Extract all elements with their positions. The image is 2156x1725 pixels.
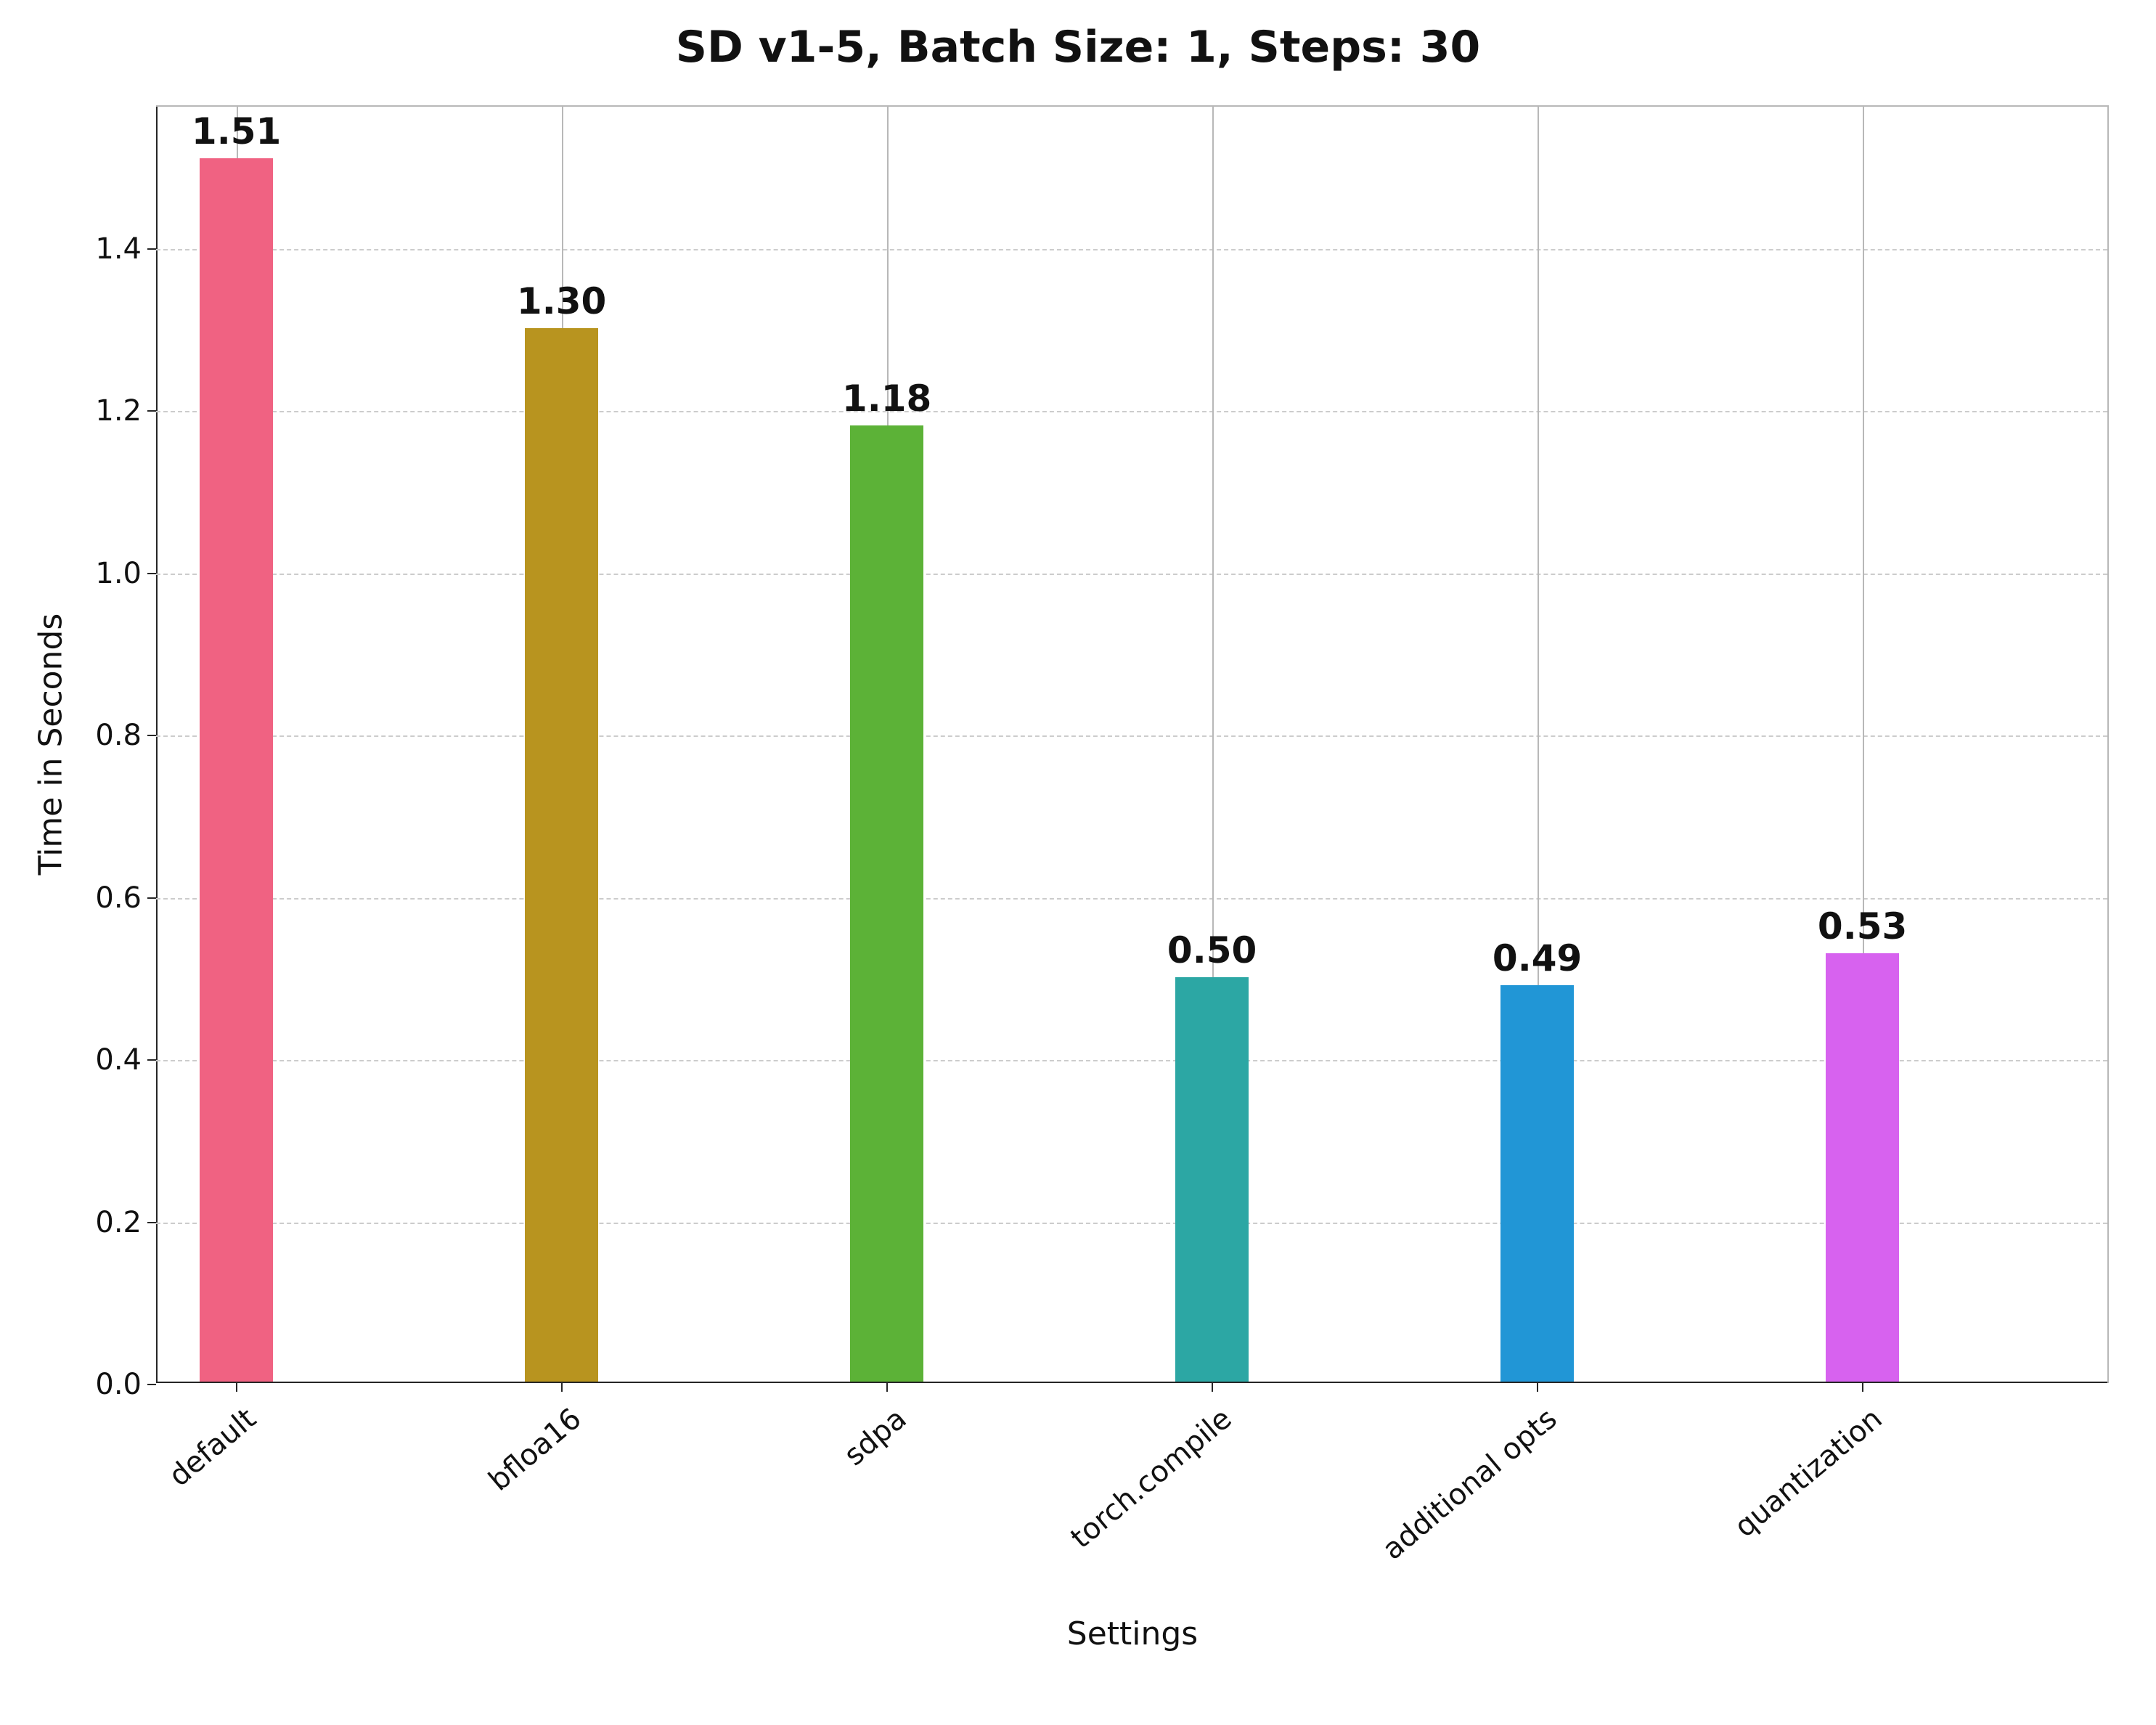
ytick-mark — [147, 897, 156, 899]
y-axis-label: Time in Seconds — [33, 613, 70, 876]
bar — [850, 425, 923, 1383]
xtick-mark — [1212, 1383, 1213, 1392]
bar — [200, 158, 273, 1383]
gridline-h — [156, 574, 2107, 575]
gridline-h — [156, 898, 2107, 900]
xtick-label: sdpa — [838, 1402, 912, 1472]
bar — [525, 328, 598, 1383]
ytick-mark — [147, 573, 156, 574]
bar-value-label: 1.30 — [517, 280, 606, 322]
gridline-h — [156, 1060, 2107, 1061]
ytick-label: 0.2 — [95, 1206, 142, 1239]
chart-title: SD v1-5, Batch Size: 1, Steps: 30 — [0, 22, 2156, 73]
gridline-h — [156, 411, 2107, 412]
ytick-label: 1.0 — [95, 557, 142, 590]
ytick-label: 0.6 — [95, 881, 142, 915]
ytick-label: 0.4 — [95, 1043, 142, 1077]
ytick-label: 0.8 — [95, 719, 142, 752]
xtick-label: torch.compile — [1064, 1402, 1238, 1555]
bar-value-label: 1.18 — [842, 378, 931, 420]
ytick-mark — [147, 1059, 156, 1061]
x-axis-label: Settings — [1067, 1615, 1198, 1652]
bar-value-label: 1.51 — [192, 110, 281, 152]
xtick-mark — [1862, 1383, 1863, 1392]
ytick-label: 1.2 — [95, 394, 142, 428]
xtick-mark — [236, 1383, 237, 1392]
bar — [1500, 985, 1574, 1383]
ytick-label: 0.0 — [95, 1368, 142, 1401]
xtick-label: quantization — [1728, 1402, 1888, 1544]
bar — [1175, 977, 1249, 1383]
ytick-label: 1.4 — [95, 232, 142, 266]
ytick-mark — [147, 410, 156, 412]
ytick-mark — [147, 248, 156, 250]
bar-value-label: 0.53 — [1818, 905, 1907, 947]
gridline-h — [156, 1223, 2107, 1224]
xtick-label: bfloa16 — [482, 1402, 587, 1498]
bar-value-label: 0.49 — [1493, 937, 1582, 979]
ytick-mark — [147, 1384, 156, 1385]
xtick-mark — [1537, 1383, 1538, 1392]
ytick-mark — [147, 735, 156, 736]
bar — [1826, 953, 1899, 1383]
xtick-label: additional opts — [1376, 1402, 1564, 1567]
xtick-label: default — [163, 1402, 262, 1493]
xtick-mark — [886, 1383, 888, 1392]
bar-value-label: 0.50 — [1167, 929, 1257, 971]
gridline-h — [156, 735, 2107, 737]
ytick-mark — [147, 1222, 156, 1223]
gridline-h — [156, 249, 2107, 250]
chart-figure: SD v1-5, Batch Size: 1, Steps: 30 0.00.2… — [0, 0, 2156, 1725]
xtick-mark — [561, 1383, 563, 1392]
plot-area: 0.00.20.40.60.81.01.21.41.51default1.30b… — [156, 105, 2109, 1383]
